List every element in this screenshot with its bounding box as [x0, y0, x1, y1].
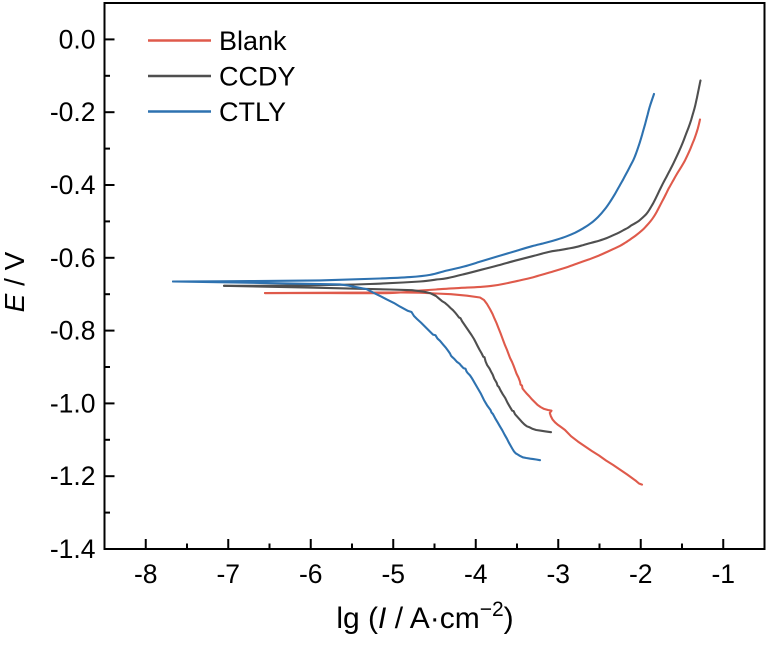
series-ccdy-anodic-path: [222, 79, 702, 287]
x-tick-label: -1: [711, 559, 735, 589]
legend-label-ccdy: CCDY: [219, 62, 296, 92]
series-blank-anodic-path: [263, 118, 702, 295]
x-tick-label: -3: [546, 559, 570, 589]
x-tick-label: -2: [629, 559, 653, 589]
x-tick-label: -7: [216, 559, 240, 589]
y-tick-label: -0.8: [50, 316, 96, 346]
plot-frame: [103, 2, 766, 550]
x-tick-label: -6: [299, 559, 323, 589]
legend-label-blank: Blank: [219, 26, 287, 56]
y-tick-label: -1.0: [50, 388, 96, 418]
y-tick-label: -1.2: [50, 461, 96, 491]
x-tick-label: -5: [381, 559, 405, 589]
y-tick-label: -0.2: [50, 97, 96, 127]
legend-label-ctly: CTLY: [219, 97, 286, 127]
y-tick-label: 0.0: [59, 24, 96, 54]
series-ccdy-cathodic-path: [222, 284, 553, 434]
y-tick-label: -0.6: [50, 243, 96, 273]
legend: Blank CCDY CTLY: [148, 26, 296, 127]
x-tick-label: -4: [464, 559, 488, 589]
series-blank-cathodic-path: [263, 291, 644, 486]
y-axis-title: E / V: [0, 251, 30, 312]
series-ctly-cathodic-path: [171, 280, 542, 462]
x-axis-title: lg (I / A·cm−2): [336, 598, 513, 635]
data-series: [171, 79, 702, 486]
y-tick-label: -0.4: [50, 170, 96, 200]
y-tick-labels: 0.0 -0.2 -0.4 -0.6 -0.8 -1.0 -1.2 -1.4: [50, 24, 96, 564]
y-tick-label: -1.4: [50, 534, 96, 564]
series-ctly-anodic-path: [171, 92, 656, 283]
x-tick-label: -8: [134, 559, 158, 589]
x-tick-labels: -8 -7 -6 -5 -4 -3 -2 -1: [134, 559, 735, 589]
